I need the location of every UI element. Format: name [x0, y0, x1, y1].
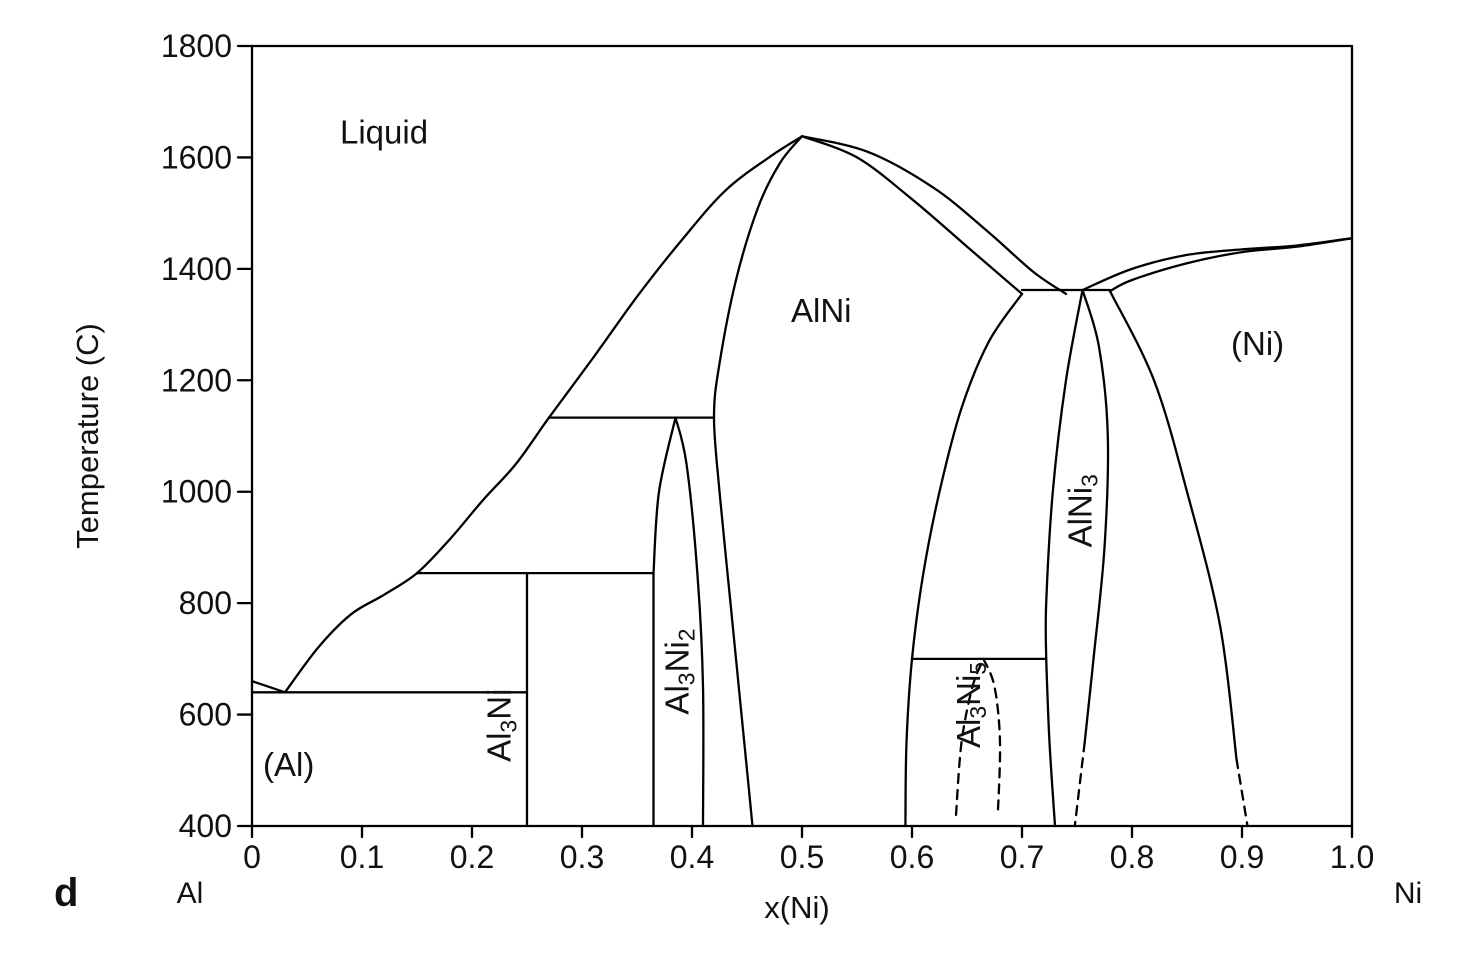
phase-boundary-alni3-right: [1081, 288, 1110, 744]
x-tick-label: 1.0: [1330, 839, 1374, 875]
x-tick-label: 0.7: [1000, 839, 1044, 875]
composition-end-labels: Al Ni: [177, 877, 1423, 910]
y-axis-title: Temperature (C): [70, 323, 105, 549]
region-label-liquid: Liquid: [340, 114, 428, 151]
region-label-alni3: AlNi3: [1061, 474, 1102, 547]
x-tick-label: 0.6: [890, 839, 934, 875]
x-axis-ticks: 0 0.1 0.2 0.3 0.4 0.5 0.6 0.7 0.8 0.9 1.0: [243, 824, 1374, 875]
phase-boundary-ni-liquidus: [1081, 237, 1354, 292]
phase-boundary-al3ni2-right: [674, 416, 705, 828]
y-tick-label: 600: [179, 697, 232, 733]
y-tick-label: 400: [179, 808, 232, 844]
phase-boundaries: [250, 135, 1354, 828]
y-tick-label: 1600: [161, 139, 232, 175]
plot-frame: [250, 44, 1354, 828]
x-tick-label: 0.1: [340, 839, 384, 875]
phase-boundary-al3ni5-dome-right: [982, 657, 1002, 817]
x-tick-label: 0.2: [450, 839, 494, 875]
phase-boundary-ni-solvus-lower: [1235, 757, 1249, 828]
region-label-alni: AlNi: [791, 292, 852, 329]
region-label-al: (Al): [263, 746, 314, 783]
x-tick-label: 0.3: [560, 839, 604, 875]
y-tick-label: 1800: [161, 28, 232, 64]
x-tick-label: 0.8: [1110, 839, 1154, 875]
phase-boundary-alni-right-boundary: [904, 292, 1024, 828]
region-label-ni: (Ni): [1231, 325, 1284, 362]
phase-region-labels: Liquid AlNi (Ni) (Al) Al3Ni Al3Ni2 Al3Ni5 AlNi3: [263, 114, 1284, 783]
y-tick-label: 1200: [161, 362, 232, 398]
phase-boundary-al-liquidus-short: [250, 679, 287, 694]
region-label-al3ni5: Al3Ni5: [950, 662, 991, 748]
x-tick-label: 0.4: [670, 839, 714, 875]
x-tick-label: 0.5: [780, 839, 824, 875]
y-tick-label: 1000: [161, 474, 232, 510]
end-label-al: Al: [177, 877, 204, 910]
x-tick-label: 0: [243, 839, 261, 875]
phase-boundary-alni-solidus-ni-side: [800, 135, 1024, 296]
phase-boundary-al3ni5-dome-left: [954, 657, 985, 817]
phase-boundary-alni3-left: [1044, 288, 1084, 661]
phase-boundary-ni-solidus: [1108, 237, 1354, 293]
phase-boundary-alni-left-boundary: [712, 135, 804, 828]
end-label-ni: Ni: [1394, 877, 1422, 910]
y-tick-label: 1400: [161, 251, 232, 287]
y-tick-label: 800: [179, 585, 232, 621]
phase-boundary-alni3-right-lower: [1073, 741, 1086, 828]
phase-boundary-liquidus-al-side: [283, 135, 804, 694]
x-axis-title: x(Ni): [764, 890, 829, 925]
phase-boundary-al3ni2-left: [652, 416, 677, 575]
phase-boundary-alni3-left-lower: [1045, 657, 1057, 828]
phase-boundary-liquidus-ni-side-alni: [800, 135, 1068, 296]
region-label-al3ni: Al3Ni: [481, 689, 522, 762]
panel-letter: d: [54, 871, 78, 915]
x-tick-label: 0.9: [1220, 839, 1264, 875]
y-axis-ticks: 400 600 800 1000 1200 1400 1600 1800: [161, 28, 254, 844]
phase-boundary-ni-solvus: [1108, 289, 1238, 761]
region-label-al3ni2: Al3Ni2: [659, 628, 700, 714]
